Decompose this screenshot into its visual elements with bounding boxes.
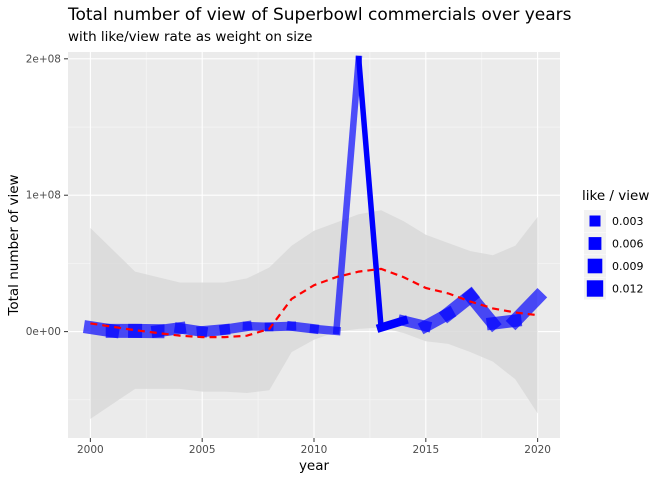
legend: like / view 0.003 0.006 0.009 0.012 (582, 188, 649, 300)
legend-key-swatch (588, 237, 602, 250)
y-tick-label: 0e+00 (26, 326, 61, 338)
y-tick-label: 1e+08 (26, 190, 61, 202)
x-tick-label: 2000 (77, 444, 104, 456)
legend-title: like / view (582, 188, 649, 204)
legend-label: 0.012 (612, 283, 644, 296)
chart-subtitle: with like/view rate as weight on size (68, 29, 312, 45)
x-tick-label: 2010 (301, 444, 328, 456)
x-tick-label: 2005 (189, 444, 216, 456)
legend-key-swatch (589, 215, 601, 227)
smooth-line (90, 267, 538, 339)
series-segment (355, 55, 385, 331)
y-axis-title: Total number of view (6, 174, 22, 316)
legend-label: 0.009 (612, 260, 644, 273)
confidence-band-layer (90, 210, 538, 419)
series-segment (309, 324, 341, 336)
y-axis: 0e+00 1e+08 2e+08 (26, 53, 68, 338)
x-tick-label: 2020 (524, 444, 551, 456)
x-axis: 2000 2005 2010 2015 2020 (77, 438, 551, 456)
legend-key-swatch (587, 258, 603, 274)
x-tick-label: 2015 (412, 444, 439, 456)
legend-label: 0.003 (612, 215, 644, 228)
legend-label: 0.006 (612, 238, 644, 251)
smooth-line-layer (90, 267, 538, 339)
series-segment (505, 287, 548, 331)
confidence-band (90, 210, 538, 419)
chart-title: Total number of view of Superbowl commer… (67, 5, 572, 25)
x-axis-title: year (299, 458, 330, 474)
series-segment (332, 55, 363, 335)
legend-key-swatch (586, 280, 604, 297)
y-tick-label: 2e+08 (26, 53, 61, 65)
series-line-layer (82, 55, 548, 339)
